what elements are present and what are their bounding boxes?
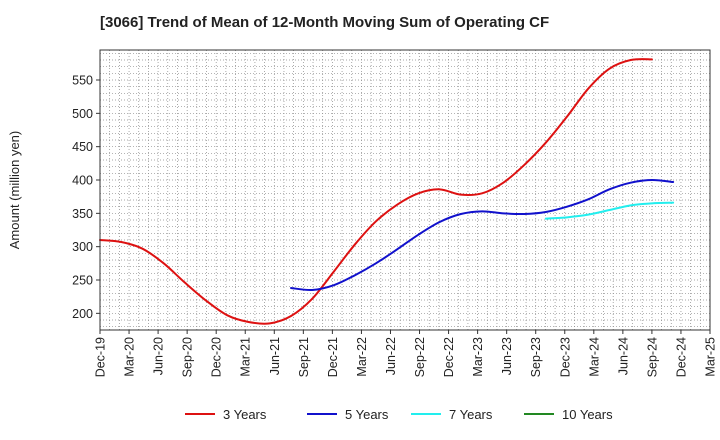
x-tick-label: Mar-22 (355, 337, 369, 377)
y-tick-label: 450 (72, 140, 93, 154)
x-tick-label: Jun-23 (500, 337, 514, 375)
y-tick-label: 350 (72, 207, 93, 221)
x-tick-label: Mar-21 (239, 337, 253, 377)
legend: 3 Years 5 Years 7 Years 10 Years (185, 407, 613, 422)
x-tick-label: Dec-22 (442, 337, 456, 377)
y-tick-label: 500 (72, 107, 93, 121)
series-layer (99, 58, 675, 325)
y-tick-label: 550 (72, 74, 93, 88)
x-tick-label: Dec-19 (94, 337, 108, 377)
x-tick-label: Jun-21 (268, 337, 282, 375)
x-tick-label: Dec-24 (674, 337, 688, 377)
y-tick-label: 300 (72, 240, 93, 254)
x-tick-label: Mar-25 (704, 337, 718, 377)
plot-frame (99, 49, 711, 331)
legend-label-3-years: 3 Years (223, 407, 267, 422)
y-tick-label: 250 (72, 274, 93, 288)
x-tick-label: Jun-20 (152, 337, 166, 375)
x-tick-label: Sep-20 (181, 337, 195, 377)
x-tick-label: Dec-20 (210, 337, 224, 377)
x-tick-label: Dec-21 (326, 337, 340, 377)
series-line-5-years (290, 178, 675, 292)
x-tick-label: Sep-24 (645, 337, 659, 377)
x-tick-label: Mar-24 (587, 337, 601, 377)
series-line-7-years (544, 201, 675, 220)
y-axis-label: Amount (million yen) (7, 131, 22, 250)
x-tick-label: Mar-20 (123, 337, 137, 377)
x-tick-label: Sep-23 (529, 337, 543, 377)
x-tick-label: Dec-23 (558, 337, 572, 377)
x-tick-label: Sep-22 (413, 337, 427, 377)
y-tick-label: 200 (72, 307, 93, 321)
axis-layer: 200 250 300 350 400 450 500 550 Dec-19 Mar-20 Jun-… (72, 74, 717, 378)
x-tick-label: Jun-24 (616, 337, 630, 375)
series-line-3-years (99, 58, 653, 325)
legend-label-7-years: 7 Years (449, 407, 493, 422)
y-tick-label: 400 (72, 174, 93, 188)
legend-label-10-years: 10 Years (562, 407, 613, 422)
chart-title: [3066] Trend of Mean of 12-Month Moving … (100, 14, 550, 31)
x-tick-label: Mar-23 (471, 337, 485, 377)
x-tick-label: Jun-22 (384, 337, 398, 375)
x-tick-label: Sep-21 (297, 337, 311, 377)
legend-label-5-years: 5 Years (345, 407, 389, 422)
